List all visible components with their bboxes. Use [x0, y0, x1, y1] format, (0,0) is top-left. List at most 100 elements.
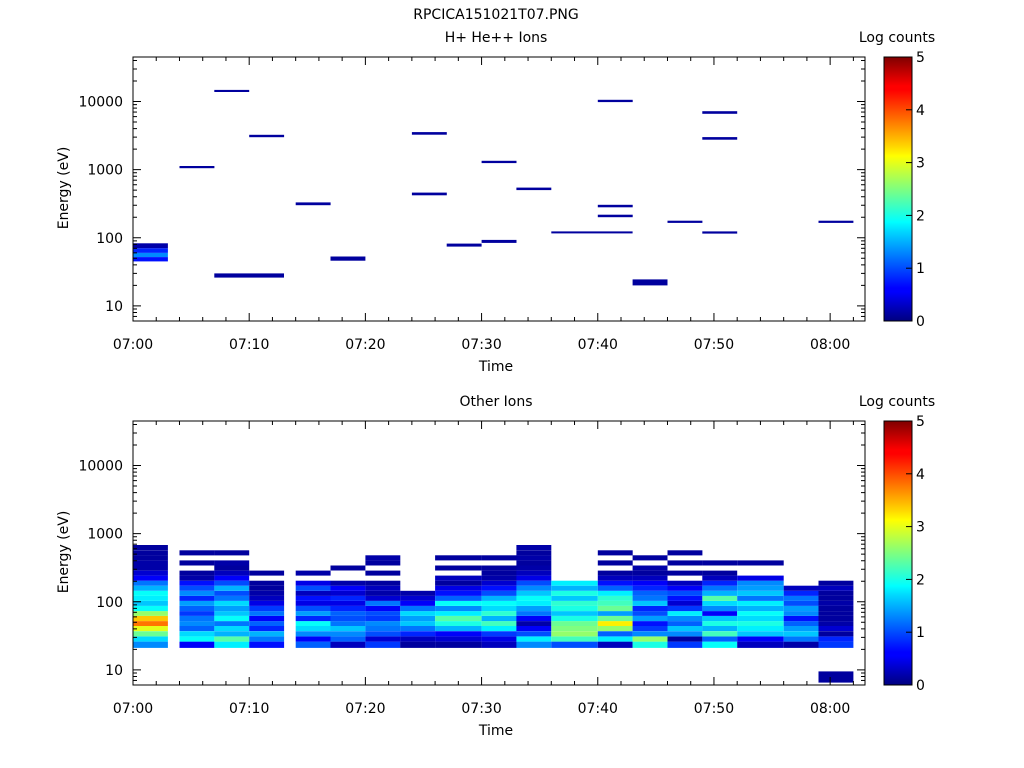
heatmap-cell [133, 570, 168, 576]
heatmap-cell [516, 545, 552, 551]
heatmap-cell [818, 671, 854, 683]
heatmap-cell [737, 631, 784, 637]
heatmap-cell [783, 605, 819, 612]
x-tick-label: 07:20 [345, 337, 385, 353]
heatmap-cell [330, 595, 366, 601]
heatmap-cell [632, 585, 668, 591]
heatmap-cell [702, 137, 738, 140]
heatmap-cell [133, 605, 168, 612]
heatmap-cell [179, 166, 215, 169]
heatmap-cell [179, 636, 215, 642]
heatmap-cell [737, 575, 784, 581]
heatmap-cell [295, 595, 331, 601]
heatmap-cell [400, 641, 436, 648]
heatmap-cell [365, 626, 401, 632]
heatmap-cell [133, 590, 168, 596]
heatmap-cell [179, 631, 215, 637]
colorbar-tick-label: 4 [916, 103, 925, 119]
heatmap-cell [737, 611, 784, 616]
heatmap-cell [365, 631, 401, 637]
heatmap-cell [330, 641, 366, 648]
heatmap-cell [597, 600, 633, 606]
heatmap-cell [516, 580, 552, 586]
heatmap-cell [365, 585, 401, 591]
heatmap-cell [597, 605, 633, 612]
heatmap-cell [295, 585, 331, 591]
heatmap-cell [737, 621, 784, 626]
heatmap-cell [818, 585, 854, 591]
heatmap-cell [214, 565, 250, 571]
heatmap-cell [737, 636, 784, 642]
heatmap-cell [411, 192, 447, 196]
heatmap-cell [632, 565, 668, 571]
heatmap-cell [133, 615, 168, 622]
heatmap-cell [481, 600, 517, 606]
heatmap-cell [249, 600, 285, 606]
heatmap-cell [632, 580, 668, 586]
heatmap-cell [783, 611, 819, 616]
heatmap-cell [330, 626, 366, 632]
heatmap-cell [400, 595, 436, 601]
heatmap-cell [551, 615, 598, 622]
heatmap-cell [632, 590, 668, 596]
heatmap-cell [133, 575, 168, 581]
y-tick-label: 100 [96, 231, 123, 247]
panel-other-ions: Other Ions Log counts Energy (eV) Time 0… [56, 394, 935, 739]
heatmap-cell [214, 641, 250, 648]
heatmap-cell [400, 600, 436, 606]
heatmap-cell [435, 636, 482, 642]
heatmap-cell [632, 631, 668, 637]
heatmap-cell [446, 243, 482, 247]
x-tick-label: 07:10 [229, 701, 269, 717]
heatmap-cell [737, 626, 784, 632]
heatmap-cell [516, 560, 552, 566]
heatmap-cell [295, 590, 331, 596]
heatmap-cell [365, 590, 401, 596]
heatmap-cell [249, 595, 285, 601]
colorbar: 0 1 2 3 4 5 [883, 50, 925, 330]
heatmap-cell [435, 621, 482, 626]
heatmap-cell [667, 590, 703, 596]
y-tick-label: 10000 [78, 459, 123, 475]
heatmap-cell [667, 621, 703, 626]
heatmap-cell [214, 626, 250, 632]
heatmap-cell [737, 590, 784, 596]
heatmap-cell [667, 641, 703, 648]
heatmap-cell [295, 615, 331, 622]
heatmap-cell [667, 570, 703, 576]
heatmap-cell [295, 636, 331, 642]
heatmap-cell [632, 600, 668, 606]
heatmap-cell [179, 600, 215, 606]
heatmap-cell [214, 580, 250, 586]
heatmap-cell [551, 605, 598, 612]
heatmap-cell [702, 580, 738, 586]
heatmap-cell [400, 590, 436, 596]
heatmap-cell [214, 575, 250, 581]
heatmap-cell [133, 550, 168, 556]
heatmap-cell [516, 585, 552, 591]
heatmap-cell [330, 580, 366, 586]
x-tick-label: 08:00 [810, 337, 850, 353]
y-axis-label: Energy (eV) [56, 511, 72, 594]
heatmap-cell [179, 605, 215, 612]
heatmap-cell [818, 641, 854, 648]
heatmap-cell [481, 595, 517, 601]
heatmap-cell [481, 611, 517, 616]
heatmap-cell [400, 615, 436, 622]
heatmap-cell [818, 580, 854, 586]
heatmap-cell [435, 631, 482, 637]
heatmap-cell [702, 636, 738, 642]
heatmap-cell [295, 611, 331, 616]
heatmap-cell [783, 595, 819, 601]
heatmap-cell [783, 641, 819, 648]
figure-title: RPCICA151021T07.PNG [413, 7, 578, 23]
heatmap-cell [818, 590, 854, 596]
heatmap-cell [295, 621, 331, 626]
x-tick-label: 08:00 [810, 701, 850, 717]
heatmap-cell [330, 590, 366, 596]
heatmap-cell [133, 595, 168, 601]
heatmap-cell [667, 580, 703, 586]
heatmap-cell [481, 565, 517, 571]
heatmap-cell [818, 220, 854, 223]
heatmap-cell [818, 615, 854, 622]
